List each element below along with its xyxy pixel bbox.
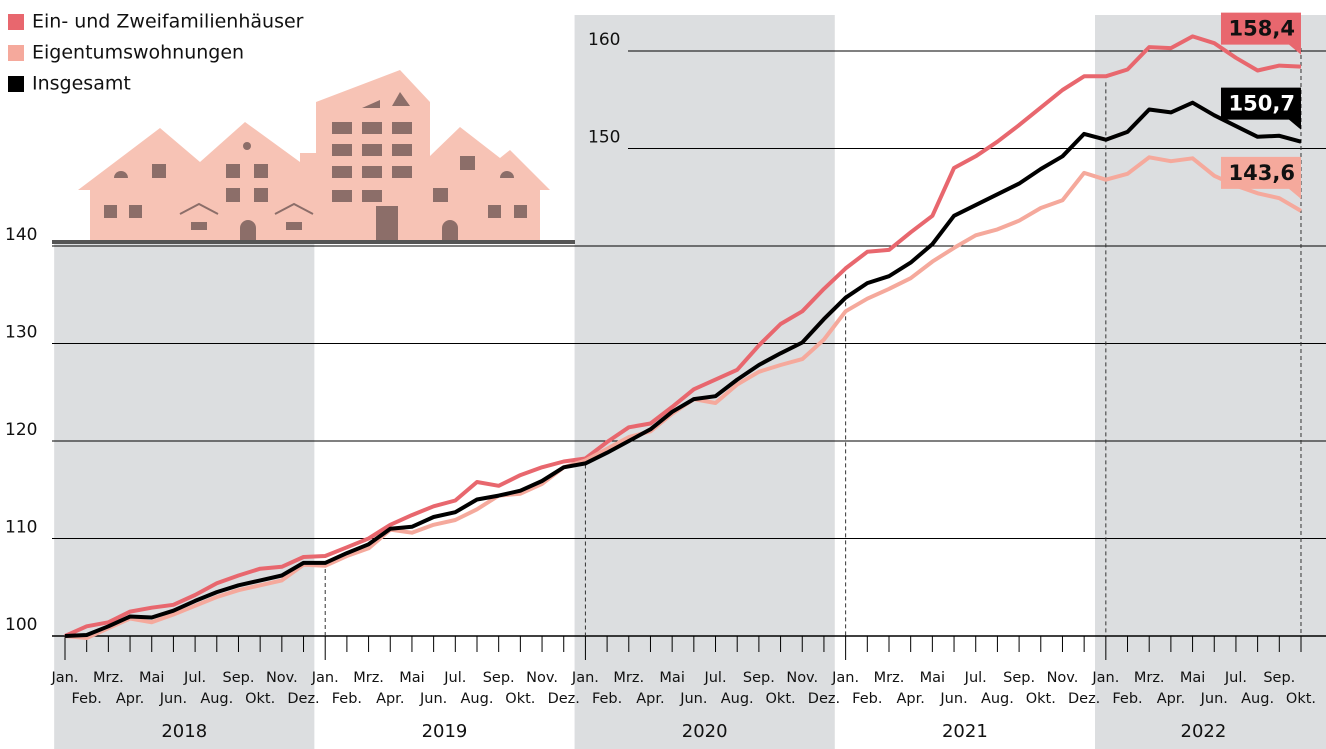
x-tick-label: Nov. — [526, 670, 558, 686]
x-tick-label: Jan. — [831, 670, 859, 686]
y-tick-label: 120 — [5, 420, 37, 440]
x-tick-label: Aug. — [721, 691, 754, 707]
x-tick-label: Okt. — [1026, 691, 1056, 707]
end-label: 158,4 — [1229, 17, 1295, 41]
x-tick-label: Feb. — [72, 691, 102, 707]
x-tick-label: Aug. — [461, 691, 494, 707]
x-tick-label: Mai — [399, 670, 424, 686]
year-band — [574, 15, 835, 749]
x-tick-label: Okt. — [505, 691, 535, 707]
legend-swatch — [8, 45, 24, 61]
x-tick-label: Jun. — [419, 691, 447, 707]
x-tick-label: Feb. — [592, 691, 622, 707]
x-tick-label: Sep. — [1263, 670, 1295, 686]
x-tick-label: Mai — [920, 670, 945, 686]
end-label: 143,6 — [1229, 161, 1295, 185]
legend-label: Insgesamt — [32, 73, 131, 95]
grid: 100 110 120 130 140 150 160 Jan. Feb. Mrz. Apr. Mai… — [5, 30, 1326, 707]
year-label: 2019 — [422, 721, 468, 742]
legend: Ein- und Zweifamilienhäuser Eigentumswohn… — [8, 11, 304, 95]
x-tick-label: Jun. — [159, 691, 187, 707]
legend-label: Eigentumswohnungen — [32, 42, 244, 64]
x-tick-label: Dez. — [1068, 691, 1100, 707]
x-tick-label: Dez. — [287, 691, 319, 707]
x-tick-label: Okt. — [245, 691, 275, 707]
legend-swatch — [8, 76, 24, 92]
x-tick-label: Feb. — [852, 691, 882, 707]
x-tick-label: Apr. — [116, 691, 144, 707]
y-tick-label: 150 — [588, 128, 620, 148]
year-band — [1094, 15, 1326, 749]
x-tick-label: Feb. — [332, 691, 362, 707]
x-tick-label: Dez. — [808, 691, 840, 707]
x-tick-label: Nov. — [786, 670, 818, 686]
x-tick-label: Mrz. — [874, 670, 905, 686]
x-tick-label: Apr. — [376, 691, 404, 707]
year-label: 2018 — [161, 721, 207, 742]
x-tick-label: Aug. — [981, 691, 1014, 707]
x-tick-label: Nov. — [266, 670, 298, 686]
x-tick-label: Sep. — [743, 670, 775, 686]
x-tick-label: Okt. — [766, 691, 796, 707]
end-label-box — [1220, 12, 1301, 55]
x-tick-label: Mrz. — [93, 670, 124, 686]
year-label: 2022 — [1181, 721, 1227, 742]
x-tick-label: Jan. — [51, 670, 79, 686]
x-tick-label: Jul. — [1224, 670, 1247, 686]
legend-label: Ein- und Zweifamilienhäuser — [32, 11, 304, 33]
y-tick-label: 110 — [5, 518, 37, 538]
x-tick-label: Jan. — [311, 670, 339, 686]
x-tick-label: Mai — [1180, 670, 1205, 686]
x-tick-label: Jun. — [1200, 691, 1228, 707]
year-label: 2021 — [942, 721, 988, 742]
year-label: 2020 — [682, 721, 728, 742]
x-tick-label: Mai — [659, 670, 684, 686]
x-tick-label: Sep. — [222, 670, 254, 686]
plot: 158,4 143,6 150,7 — [64, 12, 1303, 640]
x-tick-label: Mrz. — [613, 670, 644, 686]
x-tick-label: Dez. — [548, 691, 580, 707]
x-tick-label: Mrz. — [1134, 670, 1165, 686]
y-tick-label: 130 — [5, 323, 37, 343]
x-tick-label: Sep. — [1003, 670, 1035, 686]
end-label-box — [1220, 156, 1301, 199]
x-tick-label: Sep. — [483, 670, 515, 686]
series-line — [64, 100, 1302, 638]
x-tick-label: Okt. — [1286, 691, 1316, 707]
x-tick-label: Aug. — [200, 691, 233, 707]
x-tick-label: Apr. — [896, 691, 924, 707]
legend-swatch — [8, 14, 24, 30]
x-tick-label: Jan. — [571, 670, 599, 686]
year-band — [54, 244, 315, 749]
x-tick-label: Apr. — [636, 691, 664, 707]
x-tick-label: Mai — [139, 670, 164, 686]
x-tick-label: Jun. — [679, 691, 707, 707]
x-tick-label: Feb. — [1112, 691, 1142, 707]
x-tick-label: Jul. — [443, 670, 466, 686]
x-tick-label: Mrz. — [353, 670, 384, 686]
x-tick-label: Jul. — [964, 670, 987, 686]
x-tick-label: Jan. — [1091, 670, 1119, 686]
house-illustration — [52, 70, 575, 244]
y-tick-label: 160 — [588, 30, 620, 50]
x-tick-label: Jun. — [939, 691, 967, 707]
x-tick-label: Nov. — [1047, 670, 1079, 686]
y-tick-label: 140 — [5, 225, 37, 245]
y-tick-label: 100 — [5, 615, 37, 635]
end-label-box — [1220, 87, 1301, 130]
x-tick-label: Jul. — [183, 670, 206, 686]
x-tick-label: Jul. — [703, 670, 726, 686]
end-label: 150,7 — [1229, 92, 1295, 116]
x-tick-label: Aug. — [1241, 691, 1274, 707]
series-line — [64, 34, 1302, 638]
x-tick-label: Apr. — [1157, 691, 1185, 707]
